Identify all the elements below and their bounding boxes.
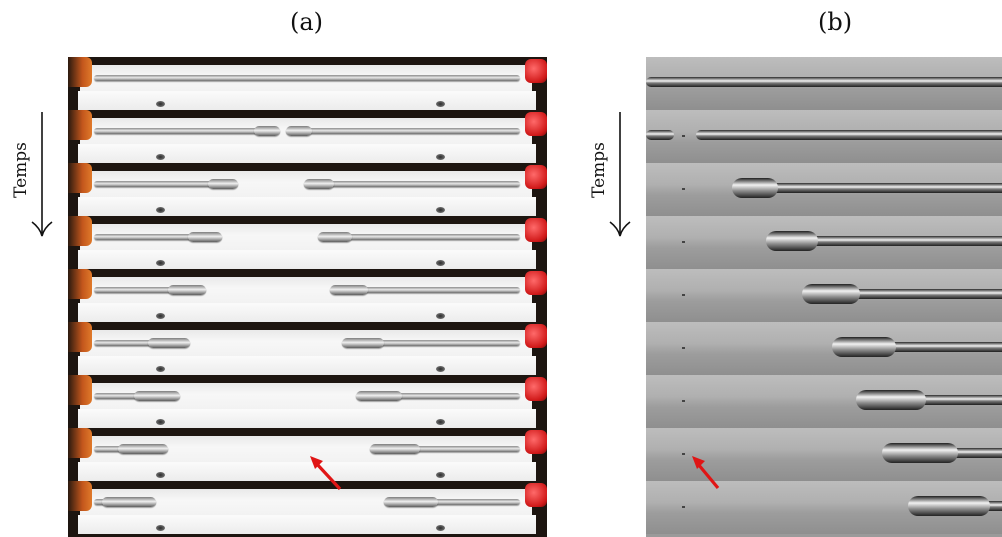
panel-a-label: (a) [290,8,324,36]
frame-strip [68,428,547,481]
frame-strip [68,375,547,428]
frame-band [646,428,1002,481]
time-label-b: Temps [589,142,609,198]
panel-b-label: (b) [818,8,853,36]
time-axis-a: Temps [10,110,60,250]
time-label-a: Temps [11,142,31,198]
frame-strip [68,216,547,269]
frame-band [646,110,1002,163]
frame-band [646,57,1002,110]
frame-strip [68,269,547,322]
down-arrow-icon [609,112,631,237]
frame-strip [68,110,547,163]
frame-strip [68,481,547,534]
frame-band [646,375,1002,428]
time-axis-b: Temps [588,110,638,250]
frame-band [646,269,1002,322]
photo-sequence-a [68,57,547,537]
frame-strip [68,163,547,216]
frame-band [646,163,1002,216]
frame-band [646,322,1002,375]
photo-sequence-b [646,57,1002,537]
frame-strip [68,322,547,375]
red-arrow-icon-a [310,456,342,491]
down-arrow-icon [31,112,53,237]
frame-strip [68,57,547,110]
red-arrow-icon-b [692,456,720,490]
frame-band [646,481,1002,534]
frame-band [646,216,1002,269]
